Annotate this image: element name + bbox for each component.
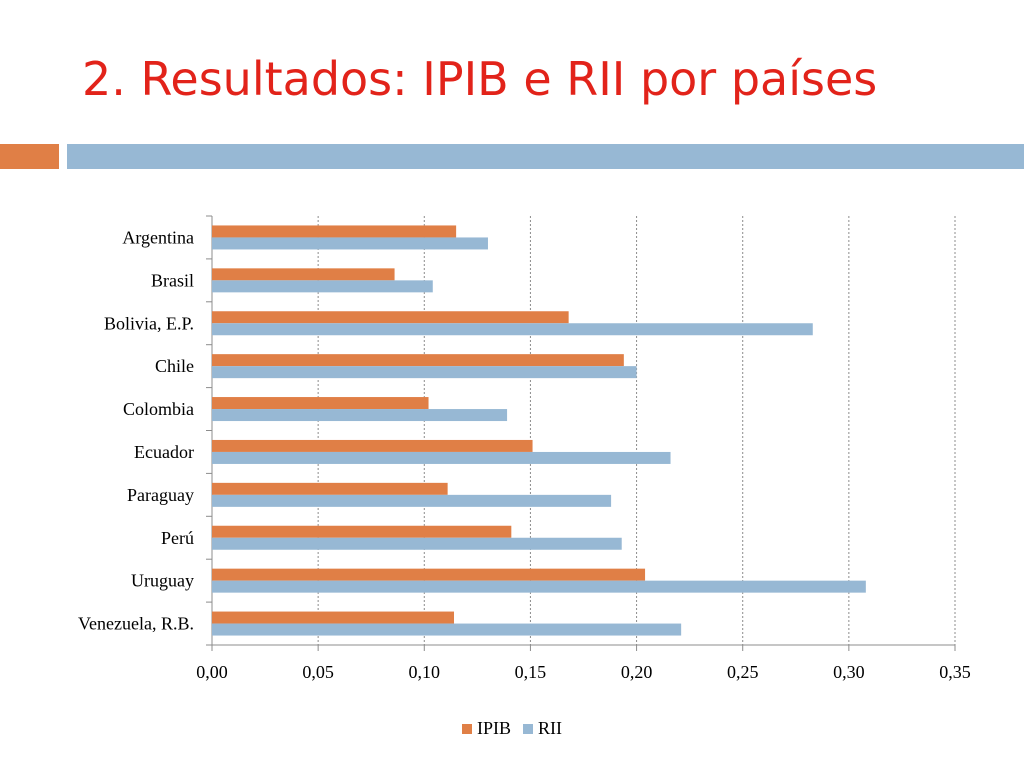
bar-ipib bbox=[212, 611, 455, 624]
bar-ipib bbox=[212, 482, 448, 495]
x-tick-label: 0,15 bbox=[515, 662, 547, 682]
legend-swatch-rii bbox=[523, 723, 533, 734]
bar-rii bbox=[212, 323, 813, 336]
bar-ipib bbox=[212, 354, 624, 367]
y-category-label: Chile bbox=[155, 356, 194, 376]
y-category-label: Ecuador bbox=[134, 442, 194, 462]
y-category-label: Paraguay bbox=[127, 485, 194, 505]
bar-rii bbox=[212, 280, 433, 293]
bar-ipib bbox=[212, 225, 457, 238]
legend-item-rii: RII bbox=[523, 718, 562, 739]
header-band-orange bbox=[0, 144, 59, 169]
x-tick-label: 0,05 bbox=[302, 662, 334, 682]
bar-rii bbox=[212, 537, 622, 550]
bar-rii bbox=[212, 409, 508, 422]
legend-label-rii: RII bbox=[538, 718, 562, 738]
x-tick-label: 0,30 bbox=[833, 662, 865, 682]
x-tick-label: 0,20 bbox=[621, 662, 653, 682]
bar-rii bbox=[212, 494, 612, 507]
chart-legend: IPIB RII bbox=[0, 718, 1024, 739]
legend-swatch-ipib bbox=[461, 723, 472, 734]
bar-ipib bbox=[212, 397, 429, 410]
slide-title: 2. Resultados: IPIB e RII por países bbox=[82, 52, 878, 106]
y-category-label: Venezuela, R.B. bbox=[78, 614, 194, 634]
x-tick-label: 0,35 bbox=[939, 662, 971, 682]
header-band-blue bbox=[67, 144, 1024, 169]
x-tick-label: 0,00 bbox=[196, 662, 228, 682]
x-tick-label: 0,10 bbox=[409, 662, 441, 682]
legend-item-ipib: IPIB bbox=[461, 718, 511, 739]
x-tick-label: 0,25 bbox=[727, 662, 759, 682]
y-category-label: Colombia bbox=[123, 399, 194, 419]
bar-ipib bbox=[212, 268, 395, 281]
y-category-label: Argentina bbox=[122, 227, 194, 247]
y-category-label: Perú bbox=[161, 528, 194, 548]
bar-rii bbox=[212, 237, 488, 250]
bar-ipib bbox=[212, 568, 646, 581]
y-category-label: Uruguay bbox=[131, 571, 194, 591]
bar-rii bbox=[212, 580, 866, 593]
legend-label-ipib: IPIB bbox=[476, 718, 511, 738]
bar-ipib bbox=[212, 525, 512, 538]
y-category-label: Brasil bbox=[151, 270, 194, 290]
bar-rii bbox=[212, 451, 671, 464]
bar-rii bbox=[212, 623, 682, 636]
y-category-label: Bolivia, E.P. bbox=[104, 313, 194, 333]
bar-rii bbox=[212, 366, 637, 379]
bar-ipib bbox=[212, 439, 533, 452]
bar-ipib bbox=[212, 311, 569, 324]
